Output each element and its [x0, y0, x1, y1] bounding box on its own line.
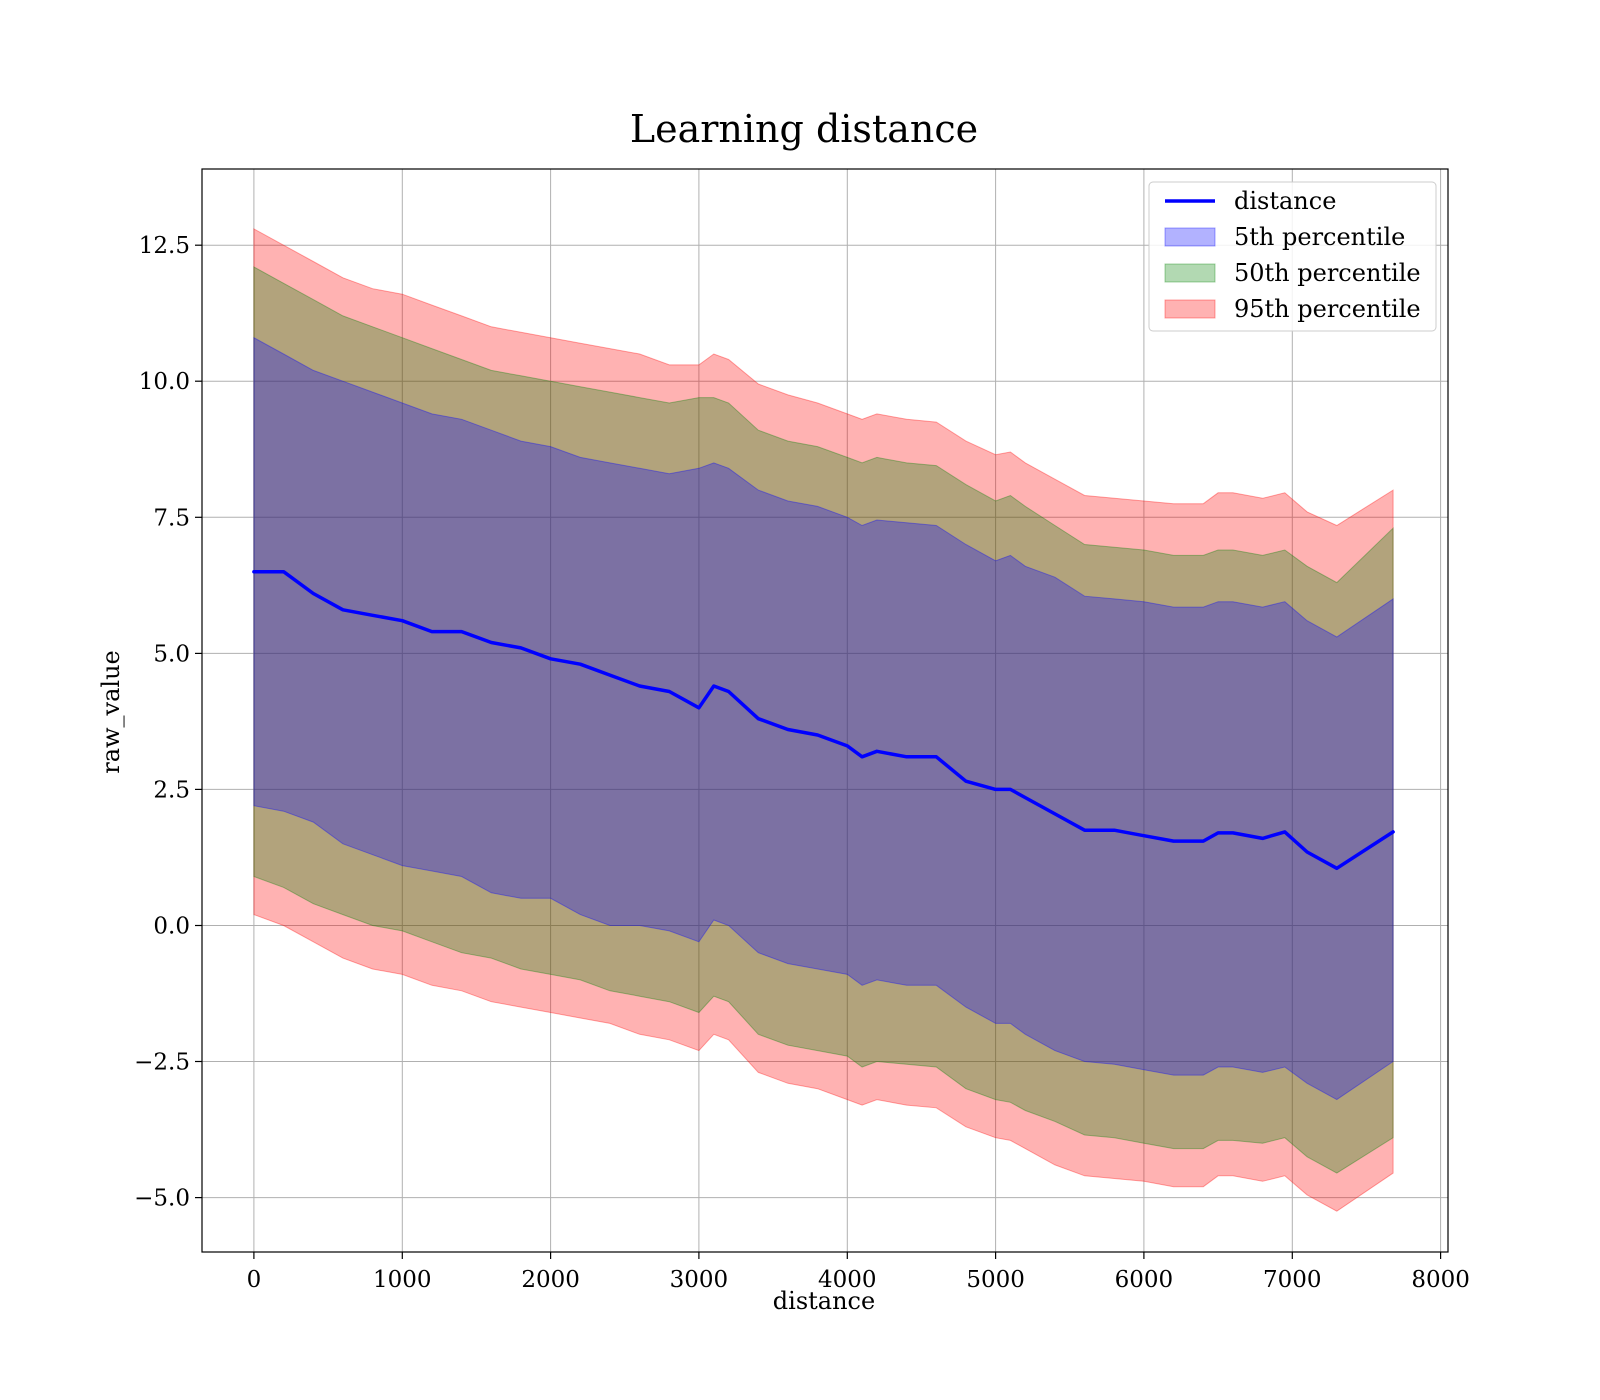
data-point	[371, 614, 374, 617]
y-tick-label: −5.0	[134, 1186, 190, 1212]
y-tick-label: −2.5	[134, 1050, 190, 1076]
y-tick-label: 2.5	[153, 777, 190, 803]
data-point	[668, 690, 671, 693]
data-point	[1392, 831, 1394, 833]
x-tick-label: 3000	[670, 1267, 729, 1293]
grid	[202, 169, 1448, 1252]
data-point	[1143, 834, 1145, 837]
data-point	[861, 756, 863, 758]
data-point	[787, 728, 789, 731]
data-point	[876, 750, 878, 753]
data-point	[816, 734, 819, 736]
data-point	[549, 658, 552, 660]
data-point	[905, 756, 908, 758]
x-tick-label: 8000	[1411, 1267, 1470, 1293]
x-tick-label: 4000	[818, 1267, 877, 1293]
data-point	[1232, 832, 1234, 834]
x-axis-label: distance	[773, 1287, 875, 1315]
data-point	[1284, 831, 1286, 833]
data-point	[1202, 840, 1205, 842]
legend-swatch-50th-percentile	[1164, 263, 1216, 283]
legend-label-distance: distance	[1234, 187, 1336, 215]
data-point	[520, 647, 522, 649]
95th-percentile-band	[253, 228, 1394, 1212]
data-point	[490, 641, 493, 644]
data-point	[1083, 829, 1086, 831]
y-tick-label: 7.5	[153, 505, 190, 531]
y-tick-label: 12.5	[139, 233, 190, 259]
legend-label-5th-percentile: 5th percentile	[1234, 223, 1405, 251]
data-point	[1024, 796, 1027, 799]
data-point	[282, 570, 285, 573]
legend-box	[1148, 181, 1437, 332]
data-point	[253, 570, 255, 573]
y-axis-label: raw_value	[97, 650, 125, 774]
data-point	[1172, 840, 1175, 842]
y-tick-label: 5.0	[153, 641, 190, 667]
x-tick-label: 0	[247, 1267, 262, 1293]
data-point	[994, 788, 997, 791]
percentile-bands	[253, 228, 1394, 1212]
data-point	[757, 717, 760, 720]
5th-percentile-band	[253, 336, 1394, 1101]
data-point	[1261, 837, 1264, 840]
data-point	[579, 663, 582, 665]
x-tick-label: 7000	[1263, 1267, 1322, 1293]
x-axis-ticks: 0 1000 2000 3000 4000 5000 6000 7000 8000	[247, 1252, 1470, 1293]
data-point	[1009, 788, 1012, 791]
legend-label-50th-percentile: 50th percentile	[1234, 259, 1421, 287]
data-point	[713, 685, 715, 687]
data-point	[1306, 851, 1308, 853]
data-point	[460, 630, 463, 633]
data-point	[1336, 867, 1338, 870]
x-tick-label: 6000	[1115, 1267, 1174, 1293]
x-tick-label: 1000	[373, 1267, 432, 1293]
legend-swatch-95th-percentile	[1164, 299, 1216, 319]
data-point	[431, 630, 433, 633]
y-tick-label: 0.0	[153, 914, 190, 940]
data-point	[609, 674, 611, 676]
x-tick-label: 2000	[521, 1267, 580, 1293]
data-point	[935, 756, 938, 758]
data-point	[342, 609, 344, 611]
data-point	[846, 745, 849, 747]
data-point	[727, 690, 730, 693]
data-point	[312, 592, 315, 595]
data-point	[1054, 813, 1056, 815]
data-point	[1217, 832, 1219, 834]
50th-percentile-band	[253, 266, 1394, 1174]
data-point	[1113, 829, 1116, 831]
legend-swatch-5th-percentile	[1164, 227, 1216, 247]
chart-title: Learning distance	[630, 107, 978, 151]
y-axis-ticks: −5.0 −2.5 0.0 2.5 5.0 7.5 10.0 12.5	[134, 233, 202, 1212]
x-tick-label: 5000	[966, 1267, 1025, 1293]
series-lines	[252, 569, 1395, 871]
plot-frame	[201, 168, 1449, 1253]
data-point	[638, 685, 641, 687]
legend-label-95th-percentile: 95th percentile	[1234, 295, 1421, 323]
data-point	[401, 619, 404, 622]
data-point	[698, 707, 700, 709]
legend: distance 5th percentile 50th percentile 95t…	[1148, 181, 1437, 332]
y-tick-label: 10.0	[139, 369, 190, 395]
data-point	[965, 780, 967, 782]
